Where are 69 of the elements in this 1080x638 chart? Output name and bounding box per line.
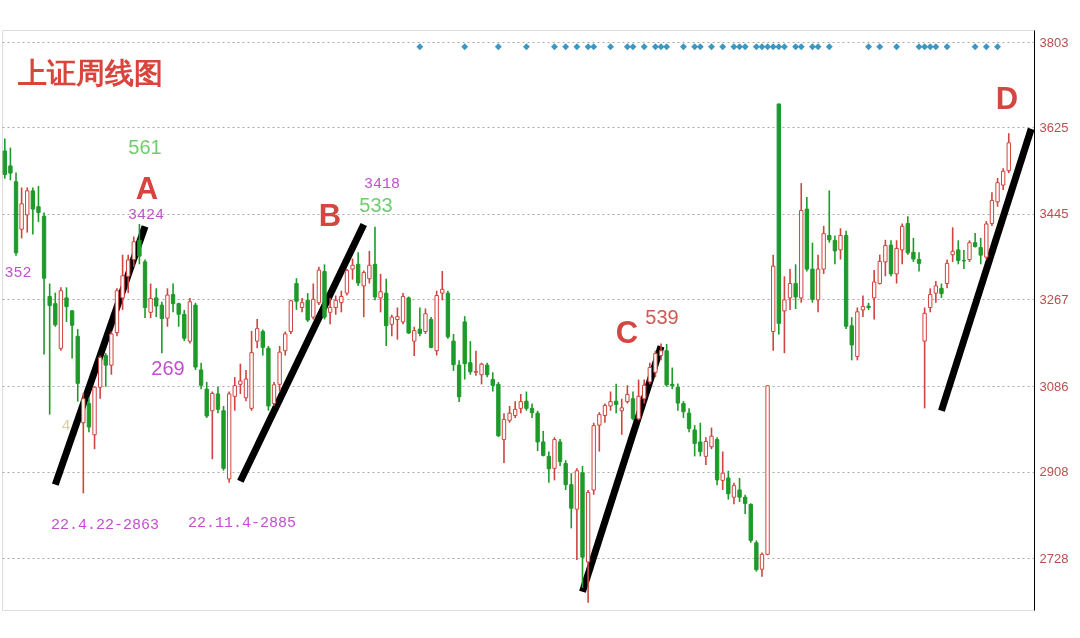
candlestick [294, 277, 299, 311]
candlestick [355, 251, 361, 287]
candlestick [838, 227, 843, 261]
candlestick [928, 287, 933, 314]
candlestick [215, 385, 221, 414]
candlestick [731, 481, 737, 506]
candlestick [344, 268, 350, 297]
candlestick [137, 223, 142, 266]
candlestick [686, 407, 692, 434]
candlestick [793, 263, 798, 310]
candlestick [518, 393, 523, 414]
y-tick-label: 3086 [1039, 378, 1069, 394]
candlestick [860, 294, 866, 318]
candlestick [423, 307, 428, 335]
candlestick [198, 361, 204, 390]
candlestick [630, 390, 636, 422]
y-tick-label: 2728 [1039, 550, 1069, 566]
candlestick [619, 397, 624, 436]
candlestick [827, 189, 832, 244]
annotation: 561 [128, 136, 162, 158]
annotation: 22.11.4-2885 [187, 515, 297, 532]
candlestick [165, 287, 170, 328]
candlestick [978, 237, 983, 266]
candlestick [64, 286, 69, 323]
candlestick [260, 328, 265, 357]
candlestick [86, 396, 92, 434]
candlestick [417, 306, 423, 338]
candlestick [412, 325, 417, 357]
candlestick [440, 270, 445, 302]
annotation: 3424 [127, 207, 165, 224]
annotation: 533 [359, 194, 393, 216]
candlestick [148, 282, 153, 319]
candlestick [832, 234, 838, 266]
candlestick [967, 239, 972, 263]
candlestick [782, 275, 787, 354]
annotation: D [995, 81, 1019, 116]
candlestick [305, 292, 310, 323]
annotation: A [135, 171, 159, 206]
candlestick [210, 390, 215, 461]
candlestick [950, 226, 955, 263]
annotation: B [318, 198, 342, 233]
candlestick [720, 450, 725, 491]
y-tick-label: 3445 [1039, 206, 1069, 222]
annotation: 539 [645, 306, 679, 328]
annotation: C [615, 315, 639, 350]
candlestick [613, 383, 619, 414]
y-tick-label: 3625 [1039, 119, 1069, 135]
annotation: 269 [151, 357, 185, 379]
annotation: 3418 [363, 176, 401, 193]
candlestick [103, 352, 108, 388]
candlestick [787, 268, 793, 311]
annotation: 352 [4, 265, 32, 282]
annotation: 4 [61, 418, 71, 435]
annotation: 22.4.22-2863 [50, 517, 160, 534]
candlestick [625, 384, 630, 405]
text: 上证周线图 [17, 56, 163, 90]
candlestick [933, 280, 939, 304]
candlestick [283, 330, 288, 357]
candlestick [944, 258, 950, 290]
y-tick-label: 3267 [1039, 291, 1069, 307]
y-tick-label: 2908 [1039, 464, 1069, 480]
candlestick [378, 273, 383, 314]
candlestick [69, 309, 75, 360]
candlestick [557, 438, 563, 467]
candlestick [350, 257, 355, 281]
candlestick [546, 450, 552, 484]
candlestick [255, 318, 260, 350]
y-tick-label: 3803 [1039, 34, 1069, 50]
candlestick [726, 469, 731, 501]
